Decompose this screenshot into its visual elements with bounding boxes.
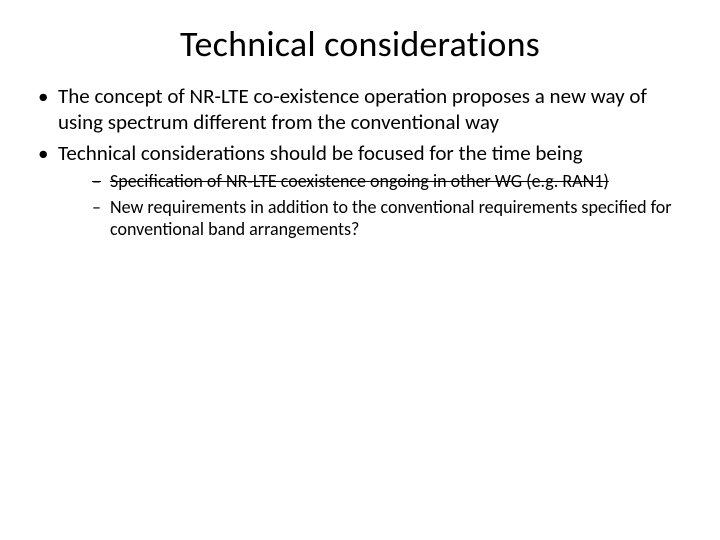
sub-bullet-item: New requirements in addition to the conv… <box>58 197 690 241</box>
slide-title: Technical considerations <box>0 0 720 84</box>
bullet-item: The concept of NR-LTE co-existence opera… <box>30 84 690 135</box>
sub-bullet-text: Specification of NR-LTE coexistence ongo… <box>110 170 609 192</box>
slide: Technical considerations The concept of … <box>0 0 720 540</box>
sub-bullet-list: Specification of NR-LTE coexistence ongo… <box>58 171 690 241</box>
slide-body: The concept of NR-LTE co-existence opera… <box>0 84 720 241</box>
bullet-item: Technical considerations should be focus… <box>30 141 690 240</box>
bullet-text: Technical considerations should be focus… <box>58 140 583 166</box>
sub-bullet-text: New requirements in addition to the conv… <box>110 196 672 240</box>
bullet-list: The concept of NR-LTE co-existence opera… <box>30 84 690 241</box>
bullet-text: The concept of NR-LTE co-existence opera… <box>58 83 647 135</box>
sub-bullet-item: Specification of NR-LTE coexistence ongo… <box>58 171 690 193</box>
